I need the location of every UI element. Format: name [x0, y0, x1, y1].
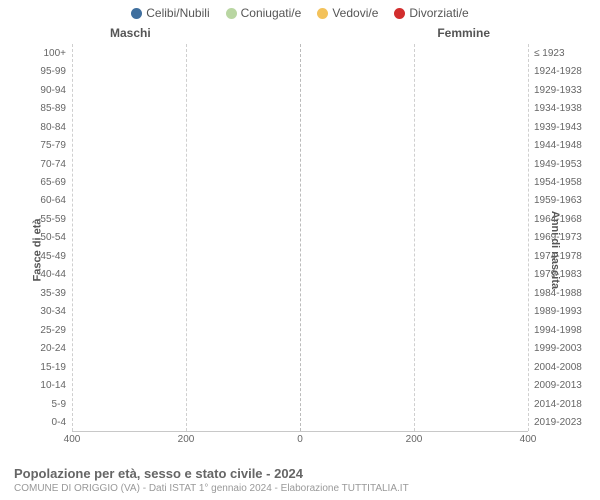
pyramid-row — [72, 138, 528, 156]
x-tick-label: 200 — [406, 434, 423, 445]
legend-dot — [131, 8, 142, 19]
pyramid-row — [72, 192, 528, 210]
legend-dot — [317, 8, 328, 19]
age-label: 5-9 — [0, 395, 66, 413]
x-axis-ticks: 4002000200400 — [72, 434, 528, 448]
pyramid-row — [72, 174, 528, 192]
pyramid-row — [72, 210, 528, 228]
legend-item: Coniugati/e — [226, 6, 302, 20]
legend-item: Celibi/Nubili — [131, 6, 209, 20]
gridline — [528, 44, 529, 431]
pyramid-row — [72, 228, 528, 246]
legend-dot — [394, 8, 405, 19]
age-label: 25-29 — [0, 321, 66, 339]
pyramid-row — [72, 409, 528, 427]
pyramid-row — [72, 319, 528, 337]
age-label: 85-89 — [0, 99, 66, 117]
birth-year-label: 1949-1953 — [534, 155, 600, 173]
birth-year-label: 1954-1958 — [534, 173, 600, 191]
header-female: Femmine — [437, 26, 490, 40]
age-label: 35-39 — [0, 284, 66, 302]
legend-label: Coniugati/e — [241, 6, 302, 20]
birth-year-label: 1974-1978 — [534, 247, 600, 265]
age-label: 15-19 — [0, 358, 66, 376]
birth-year-label: 1934-1938 — [534, 99, 600, 117]
age-label: 10-14 — [0, 376, 66, 394]
chart-title: Popolazione per età, sesso e stato civil… — [14, 466, 586, 481]
population-pyramid-chart: Celibi/Nubili Coniugati/e Vedovi/e Divorzia… — [0, 0, 600, 500]
gridline — [72, 44, 73, 431]
age-label: 45-49 — [0, 247, 66, 265]
birth-year-label: 1979-1983 — [534, 266, 600, 284]
legend-label: Vedovi/e — [332, 6, 378, 20]
pyramid-row — [72, 265, 528, 283]
legend-dot — [226, 8, 237, 19]
birth-year-label: ≤ 1923 — [534, 44, 600, 62]
age-label: 40-44 — [0, 266, 66, 284]
chart-footer: Popolazione per età, sesso e stato civil… — [14, 466, 586, 494]
x-tick-label: 400 — [520, 434, 537, 445]
age-label: 0-4 — [0, 413, 66, 431]
gridline — [414, 44, 415, 431]
x-tick-label: 400 — [64, 434, 81, 445]
birth-year-label: 1939-1943 — [534, 118, 600, 136]
legend-label: Divorziati/e — [409, 6, 468, 20]
chart-subtitle: COMUNE DI ORIGGIO (VA) - Dati ISTAT 1° g… — [14, 483, 586, 494]
pyramid-row — [72, 301, 528, 319]
legend-item: Vedovi/e — [317, 6, 378, 20]
birth-year-label: 1964-1968 — [534, 210, 600, 228]
birth-year-label: 2004-2008 — [534, 358, 600, 376]
pyramid-row — [72, 48, 528, 66]
plot-area — [72, 44, 528, 432]
birth-year-label: 2014-2018 — [534, 395, 600, 413]
pyramid-row — [72, 355, 528, 373]
birth-year-label: 1959-1963 — [534, 192, 600, 210]
age-label: 90-94 — [0, 81, 66, 99]
pyramid-row — [72, 337, 528, 355]
age-label: 60-64 — [0, 192, 66, 210]
pyramid-row — [72, 102, 528, 120]
legend-item: Divorziati/e — [394, 6, 468, 20]
age-label: 50-54 — [0, 229, 66, 247]
birth-year-label: 1994-1998 — [534, 321, 600, 339]
age-labels: 100+95-9990-9485-8980-8475-7970-7465-696… — [0, 44, 70, 432]
birth-year-label: 1944-1948 — [534, 136, 600, 154]
age-label: 95-99 — [0, 62, 66, 80]
birth-year-label: 1999-2003 — [534, 340, 600, 358]
age-label: 30-34 — [0, 303, 66, 321]
x-tick-label: 0 — [297, 434, 303, 445]
pyramid-row — [72, 156, 528, 174]
age-label: 100+ — [0, 44, 66, 62]
age-label: 20-24 — [0, 340, 66, 358]
pyramid-row — [72, 391, 528, 409]
birth-year-label: 1989-1993 — [534, 303, 600, 321]
age-label: 80-84 — [0, 118, 66, 136]
pyramid-row — [72, 373, 528, 391]
age-label: 70-74 — [0, 155, 66, 173]
birth-year-label: 2019-2023 — [534, 413, 600, 431]
birth-labels: ≤ 19231924-19281929-19331934-19381939-19… — [530, 44, 600, 432]
pyramid-row — [72, 66, 528, 84]
birth-year-label: 1924-1928 — [534, 62, 600, 80]
pyramid-row — [72, 120, 528, 138]
x-tick-label: 200 — [178, 434, 195, 445]
header-male: Maschi — [110, 26, 151, 40]
legend: Celibi/Nubili Coniugati/e Vedovi/e Divorzia… — [0, 0, 600, 20]
gridline — [186, 44, 187, 431]
pyramid-row — [72, 84, 528, 102]
legend-label: Celibi/Nubili — [146, 6, 209, 20]
pyramid-rows — [72, 48, 528, 427]
birth-year-label: 1969-1973 — [534, 229, 600, 247]
birth-year-label: 2009-2013 — [534, 376, 600, 394]
birth-year-label: 1984-1988 — [534, 284, 600, 302]
pyramid-row — [72, 283, 528, 301]
age-label: 55-59 — [0, 210, 66, 228]
pyramid-row — [72, 247, 528, 265]
age-label: 65-69 — [0, 173, 66, 191]
birth-year-label: 1929-1933 — [534, 81, 600, 99]
age-label: 75-79 — [0, 136, 66, 154]
